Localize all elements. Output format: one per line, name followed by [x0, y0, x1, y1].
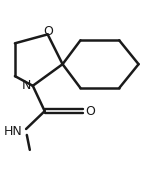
Text: N: N: [21, 79, 31, 92]
Text: O: O: [44, 25, 53, 38]
Text: HN: HN: [4, 125, 23, 139]
Text: O: O: [85, 105, 95, 118]
